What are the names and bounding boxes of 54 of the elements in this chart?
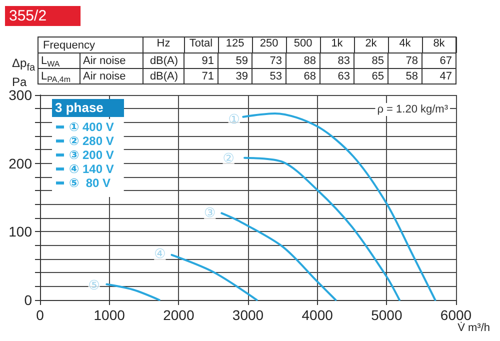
x-axis-title: Frequency [43, 40, 96, 52]
x-tick-label: 3000 [232, 307, 264, 323]
y2-tick-label: dB(A) [150, 54, 178, 67]
y-tick-label: 100 [8, 224, 32, 240]
x-tick-label: 8k [433, 38, 446, 50]
data-label: 78 [406, 54, 418, 67]
y-tick-label: 0 [24, 292, 32, 308]
x-tick-label: 4k [399, 38, 412, 50]
data-label: 59 [236, 54, 248, 67]
data-label: 85 [372, 54, 384, 67]
annotation: ② [222, 150, 234, 166]
legend-label: ⑤ 80 V [69, 176, 111, 190]
x-tick-label: 2000 [163, 307, 194, 323]
data-label: 91 [202, 54, 214, 67]
legend-title: 3 phase [52, 99, 124, 117]
annotation: ⑤ [88, 277, 100, 292]
data-label: 65 [372, 70, 384, 82]
x-tick-label: 1k [331, 38, 344, 50]
text: 355/2 [9, 8, 47, 24]
x-tick-label: 250 [260, 38, 278, 50]
x-tick-label: 5000 [371, 307, 402, 323]
data-label: 58 [406, 70, 418, 82]
data-label: 73 [270, 54, 282, 67]
annotation: ① [228, 111, 240, 126]
y2-tick-label: dB(A) [150, 70, 178, 82]
annotation: ④ [154, 246, 166, 262]
annotation: ③ [204, 205, 216, 220]
y2-axis-title: Hz [156, 38, 170, 50]
data-label: 53 [270, 70, 282, 82]
x-tick-label: 0 [36, 307, 44, 323]
legend-label: ③ 200 V [69, 148, 114, 162]
data-label: 47 [440, 70, 452, 82]
y-tick-label: 300 [8, 87, 32, 103]
legend-label: ② 280 V [69, 134, 114, 148]
x-tick-label: 500 [294, 38, 312, 50]
x-tick-label: 4000 [302, 307, 334, 323]
x-axis-title: V̇ m³/h [458, 322, 490, 334]
x-tick-label: 1000 [94, 307, 126, 323]
x-tick-label: 6000 [440, 307, 472, 323]
legend-label: ④ 140 V [69, 162, 114, 176]
data-label: 39 [236, 70, 248, 82]
x-tick-label: 125 [226, 38, 244, 50]
data-label: 71 [202, 70, 214, 82]
data-label: 67 [440, 54, 452, 67]
legend-label: ① 400 V [69, 120, 114, 134]
data-label: 88 [304, 54, 316, 67]
y-tick-label: 200 [8, 155, 32, 172]
annotation: ρ = 1.20 kg/m³ [377, 104, 448, 116]
data-label: 68 [304, 70, 316, 82]
data-label: 63 [338, 70, 350, 82]
y-axis-title: Δp$_{fa}$ Pa [12, 56, 36, 90]
x-tick-label: 2k [365, 38, 378, 50]
data-label: 83 [338, 54, 350, 67]
x-tick-label: Total [189, 38, 213, 50]
